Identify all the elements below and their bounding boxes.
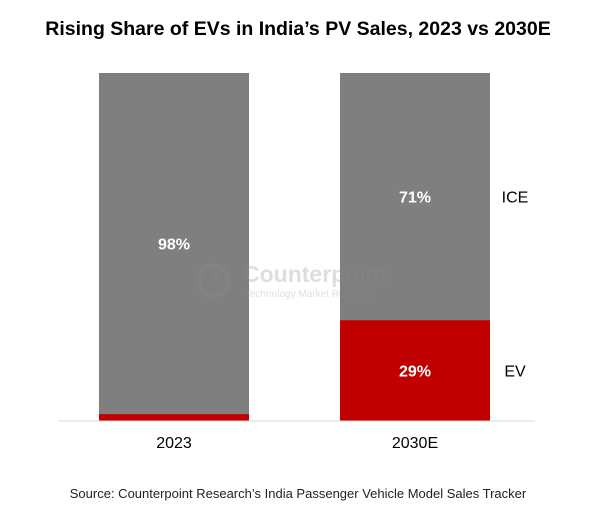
legend-label-ev: EV [504,364,526,381]
bar-2023-ev [99,414,249,421]
x-tick-label-2030e: 2030E [392,435,438,452]
source-note: Source: Counterpoint Research’s India Pa… [69,486,527,501]
watermark-tagline: Technology Market Research [245,289,375,300]
x-tick-label-2023: 2023 [156,435,192,452]
chart-title: Rising Share of EVs in India’s PV Sales,… [45,18,551,40]
watermark-name: Counterpoint [243,261,388,287]
bars-layer [99,73,490,421]
watermark-logo-icon [195,263,231,299]
counterpoint-watermark: Counterpoint Technology Market Research [195,261,388,300]
bar-2030e-ice [340,73,490,321]
data-label-2030e-ev: 29% [399,364,431,381]
data-label-2030e-ice: 71% [399,190,431,207]
bar-2030e-ev [340,320,490,421]
data-label-2023-ice: 98% [158,237,190,254]
labels-layer: 98% 2023 29% 71% 2030E EV ICE [156,190,528,452]
bar-2023-ice [99,73,249,415]
legend-label-ice: ICE [502,190,529,207]
